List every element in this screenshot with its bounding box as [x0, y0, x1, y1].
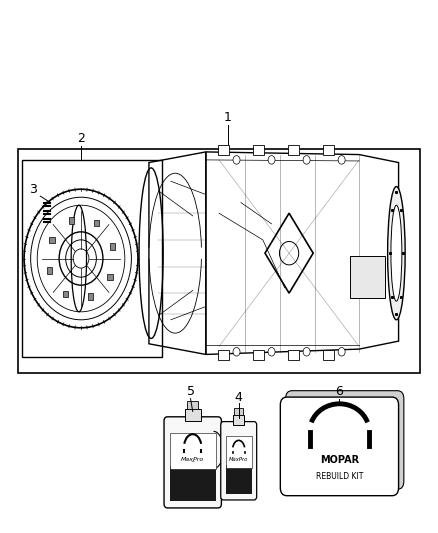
Bar: [323, 350, 334, 360]
Circle shape: [338, 348, 345, 356]
Bar: [170, 466, 215, 501]
Text: ™: ™: [191, 461, 195, 464]
Circle shape: [233, 348, 240, 356]
Ellipse shape: [391, 205, 402, 301]
Bar: [94, 220, 99, 227]
Bar: [233, 415, 244, 425]
Text: 5: 5: [187, 385, 194, 398]
FancyBboxPatch shape: [280, 397, 399, 496]
Bar: [218, 145, 229, 155]
Bar: [185, 409, 201, 421]
Circle shape: [303, 156, 310, 164]
Bar: [49, 237, 55, 243]
Bar: [63, 290, 68, 297]
Bar: [170, 433, 215, 469]
Bar: [288, 350, 299, 360]
Text: MaxPro: MaxPro: [181, 457, 205, 462]
Circle shape: [233, 156, 240, 164]
Bar: [22, 160, 162, 357]
Circle shape: [268, 156, 275, 164]
Bar: [47, 267, 52, 273]
Text: 6: 6: [336, 385, 343, 398]
Bar: [107, 274, 113, 280]
Circle shape: [268, 348, 275, 356]
Ellipse shape: [388, 187, 405, 320]
Bar: [253, 350, 264, 360]
Circle shape: [303, 348, 310, 356]
FancyBboxPatch shape: [286, 391, 404, 489]
Text: REBUILD KIT: REBUILD KIT: [316, 472, 363, 481]
FancyBboxPatch shape: [221, 422, 257, 500]
Bar: [226, 437, 252, 468]
Text: MOPAR: MOPAR: [320, 455, 359, 465]
Bar: [110, 244, 115, 250]
Bar: [187, 401, 198, 409]
Text: 3: 3: [29, 183, 37, 196]
Bar: [226, 465, 252, 494]
Bar: [253, 145, 264, 155]
Bar: [69, 217, 74, 223]
Bar: [88, 294, 93, 300]
Text: 1: 1: [224, 111, 232, 124]
Bar: [218, 350, 229, 360]
Text: 4: 4: [235, 391, 243, 403]
Bar: [350, 256, 385, 298]
Bar: [288, 145, 299, 155]
Circle shape: [338, 156, 345, 164]
Bar: [18, 149, 420, 373]
FancyBboxPatch shape: [164, 417, 222, 508]
Text: MaxPro: MaxPro: [229, 457, 248, 462]
Text: 2: 2: [77, 132, 85, 145]
Bar: [234, 408, 243, 415]
Bar: [323, 145, 334, 155]
